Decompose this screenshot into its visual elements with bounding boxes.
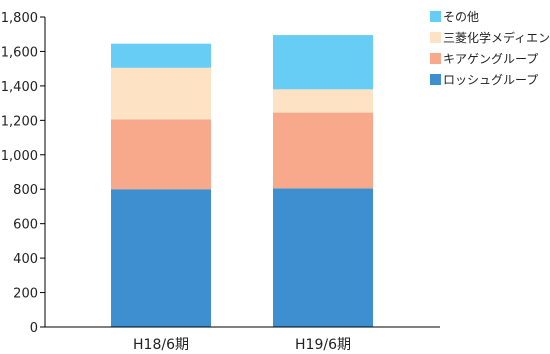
- y-axis: 0 200 400 600 800 1,000 1,200 1,400 1,600 1,800: [1, 11, 46, 336]
- y-tick-label: 0: [30, 321, 38, 336]
- legend-item: その他: [430, 6, 550, 27]
- bar-segment-1-2: [111, 119, 211, 190]
- y-tick-label: 1,200: [1, 114, 38, 129]
- x-axis: H18/6期 H19/6期: [45, 326, 440, 353]
- legend-item: キアゲングループ: [430, 48, 550, 69]
- x-category-label: H19/6期: [295, 337, 351, 353]
- y-tick-label: 400: [13, 252, 38, 267]
- bar-segment-2-4: [273, 35, 373, 90]
- legend-swatch: [430, 74, 441, 85]
- y-tick-label: 1,600: [1, 45, 38, 60]
- legend-item: 三菱化学メディエンス: [430, 27, 550, 48]
- legend-label: その他: [443, 10, 480, 24]
- y-tick-label: 1,400: [1, 80, 38, 95]
- y-tick-label: 1,000: [1, 149, 38, 164]
- bar-segment-1-1: [111, 189, 211, 327]
- legend-item: ロッシュグループ: [430, 69, 550, 90]
- legend-swatch: [430, 32, 441, 43]
- x-category-label: H18/6期: [133, 337, 189, 353]
- legend-label: キアゲングループ: [443, 52, 539, 66]
- bars: [111, 35, 373, 327]
- legend-swatch: [430, 11, 441, 22]
- bar-segment-1-3: [111, 67, 211, 120]
- y-tick-label: 800: [13, 183, 38, 198]
- bar-segment-2-1: [273, 188, 373, 327]
- bar-segment-2-3: [273, 89, 373, 113]
- legend-swatch: [430, 53, 441, 64]
- legend-label: ロッシュグループ: [443, 73, 539, 87]
- legend: その他三菱化学メディエンスキアゲングループロッシュグループ: [430, 6, 550, 90]
- legend-label: 三菱化学メディエンス: [443, 31, 550, 45]
- y-tick-label: 600: [13, 218, 38, 233]
- bar-segment-2-2: [273, 112, 373, 189]
- bar-segment-1-4: [111, 43, 211, 68]
- y-tick-label: 1,800: [1, 11, 38, 26]
- y-tick-label: 200: [13, 287, 38, 302]
